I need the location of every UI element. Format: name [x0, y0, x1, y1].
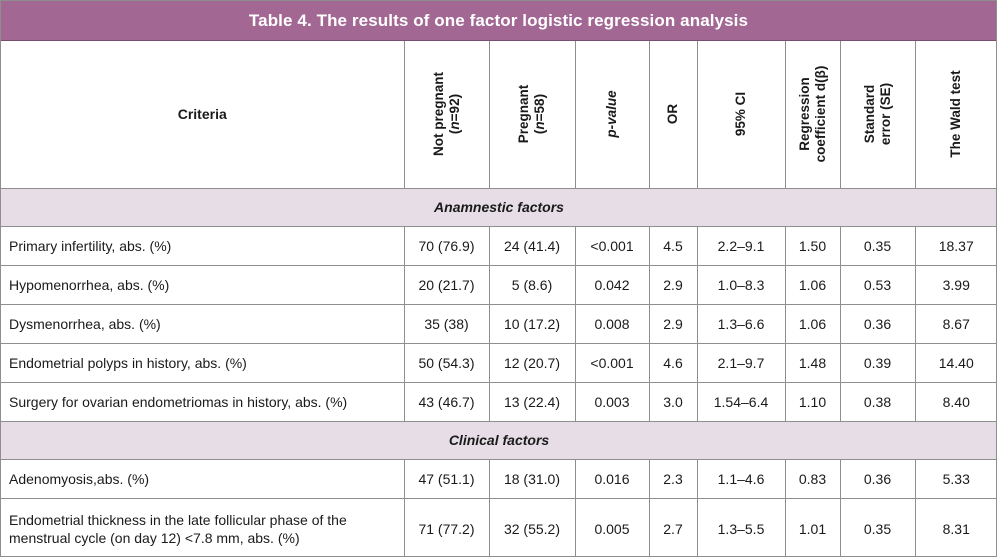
cell-p-value: 0.008 [574, 303, 650, 344]
cell-not-pregnant: 50 (54.3) [403, 342, 490, 383]
cell-ci: 1.1–4.6 [696, 458, 786, 499]
cell-ci: 1.0–8.3 [696, 264, 786, 305]
cell-criteria: Surgery for ovarian endometriomas in his… [1, 381, 405, 422]
cell-criteria: Adenomyosis,abs. (%) [1, 458, 405, 499]
table-row: Adenomyosis,abs. (%) 47 (51.1) 18 (31.0) 0.… [1, 458, 996, 499]
cell-criteria: Endometrial polyps in history, abs. (%) [1, 342, 405, 383]
cell-wald-test: 8.40 [914, 381, 996, 422]
table-row: Primary infertility, abs. (%) 70 (76.9) 24… [1, 225, 996, 266]
header-pregnant: Pregnant (n=58) [488, 41, 576, 189]
header-pregnant-label: Pregnant [516, 84, 531, 144]
section-label: Anamnestic factors [1, 187, 996, 227]
cell-pregnant: 12 (20.7) [488, 342, 576, 383]
cell-wald-test: 3.99 [914, 264, 996, 305]
header-reg-line2: coefficient d(β) [812, 65, 828, 163]
header-ci: 95% CI [696, 41, 786, 189]
section-header-row: Clinical factors [1, 420, 996, 460]
cell-or: 2.3 [648, 458, 698, 499]
cell-p-value: <0.001 [574, 225, 650, 266]
cell-not-pregnant: 70 (76.9) [403, 225, 490, 266]
table-row: Endometrial thickness in the late follic… [1, 497, 996, 556]
cell-p-value: 0.042 [574, 264, 650, 305]
cell-or: 2.9 [648, 264, 698, 305]
cell-not-pregnant: 71 (77.2) [403, 497, 490, 556]
cell-ci: 1.54–6.4 [696, 381, 786, 422]
cell-p-value: 0.003 [574, 381, 650, 422]
table-row: Surgery for ovarian endometriomas in his… [1, 381, 996, 422]
cell-standard-error: 0.35 [839, 225, 916, 266]
header-wald-label: The Wald test [948, 70, 964, 158]
cell-or: 2.9 [648, 303, 698, 344]
header-se-line2: error (SE) [877, 83, 893, 146]
table-title: Table 4. The results of one factor logis… [1, 1, 996, 41]
cell-p-value: 0.016 [574, 458, 650, 499]
table-row: Dysmenorrhea, abs. (%) 35 (38) 10 (17.2) 0.… [1, 303, 996, 344]
header-criteria: Criteria [1, 41, 405, 189]
header-or: OR [648, 41, 698, 189]
cell-pregnant: 10 (17.2) [488, 303, 576, 344]
header-not-pregnant: Not pregnant (n=92) [403, 41, 490, 189]
cell-criteria: Hypomenorrhea, abs. (%) [1, 264, 405, 305]
cell-standard-error: 0.36 [839, 303, 916, 344]
header-reg-line1: Regression [796, 77, 812, 152]
header-not-pregnant-n: (n=92) [446, 94, 462, 135]
cell-pregnant: 5 (8.6) [488, 264, 576, 305]
cell-criteria: Endometrial thickness in the late follic… [1, 497, 405, 556]
cell-ci: 2.2–9.1 [696, 225, 786, 266]
cell-p-value: 0.005 [574, 497, 650, 556]
header-regression-coefficient: Regression coefficient d(β) [784, 41, 841, 189]
cell-regression-coefficient: 1.01 [784, 497, 841, 556]
cell-regression-coefficient: 1.48 [784, 342, 841, 383]
header-standard-error: Standard error (SE) [839, 41, 916, 189]
cell-not-pregnant: 35 (38) [403, 303, 490, 344]
cell-or: 4.5 [648, 225, 698, 266]
cell-standard-error: 0.36 [839, 458, 916, 499]
cell-standard-error: 0.39 [839, 342, 916, 383]
cell-pregnant: 18 (31.0) [488, 458, 576, 499]
cell-not-pregnant: 47 (51.1) [403, 458, 490, 499]
cell-not-pregnant: 20 (21.7) [403, 264, 490, 305]
header-or-label: OR [665, 104, 680, 125]
cell-regression-coefficient: 1.10 [784, 381, 841, 422]
section-label: Clinical factors [1, 420, 996, 460]
cell-regression-coefficient: 0.83 [784, 458, 841, 499]
table-row: Endometrial polyps in history, abs. (%) 5… [1, 342, 996, 383]
cell-ci: 1.3–5.5 [696, 497, 786, 556]
cell-ci: 2.1–9.7 [696, 342, 786, 383]
cell-criteria: Dysmenorrhea, abs. (%) [1, 303, 405, 344]
header-ci-label: 95% CI [733, 92, 748, 137]
cell-pregnant: 32 (55.2) [488, 497, 576, 556]
header-row: Criteria Not pregnant (n=92) Pregnant (n… [1, 41, 996, 189]
header-pregnant-n: (n=58) [532, 94, 547, 135]
cell-wald-test: 14.40 [914, 342, 996, 383]
cell-standard-error: 0.38 [839, 381, 916, 422]
results-table: Criteria Not pregnant (n=92) Pregnant (n… [1, 41, 996, 556]
cell-standard-error: 0.53 [839, 264, 916, 305]
header-p-value-label: p-value [604, 90, 619, 138]
cell-not-pregnant: 43 (46.7) [403, 381, 490, 422]
cell-criteria: Primary infertility, abs. (%) [1, 225, 405, 266]
section-header-row: Anamnestic factors [1, 187, 996, 227]
header-wald-test: The Wald test [914, 41, 996, 189]
cell-regression-coefficient: 1.06 [784, 264, 841, 305]
cell-pregnant: 24 (41.4) [488, 225, 576, 266]
cell-wald-test: 5.33 [914, 458, 996, 499]
cell-wald-test: 8.31 [914, 497, 996, 556]
cell-wald-test: 8.67 [914, 303, 996, 344]
table-row: Hypomenorrhea, abs. (%) 20 (21.7) 5 (8.6) 0… [1, 264, 996, 305]
cell-pregnant: 13 (22.4) [488, 381, 576, 422]
cell-regression-coefficient: 1.06 [784, 303, 841, 344]
header-se-line1: Standard [861, 85, 877, 144]
cell-ci: 1.3–6.6 [696, 303, 786, 344]
cell-standard-error: 0.35 [839, 497, 916, 556]
cell-or: 4.6 [648, 342, 698, 383]
cell-or: 2.7 [648, 497, 698, 556]
cell-wald-test: 18.37 [914, 225, 996, 266]
cell-regression-coefficient: 1.50 [784, 225, 841, 266]
header-not-pregnant-label: Not pregnant [430, 72, 446, 157]
cell-p-value: <0.001 [574, 342, 650, 383]
cell-or: 3.0 [648, 381, 698, 422]
header-p-value: p-value [574, 41, 650, 189]
